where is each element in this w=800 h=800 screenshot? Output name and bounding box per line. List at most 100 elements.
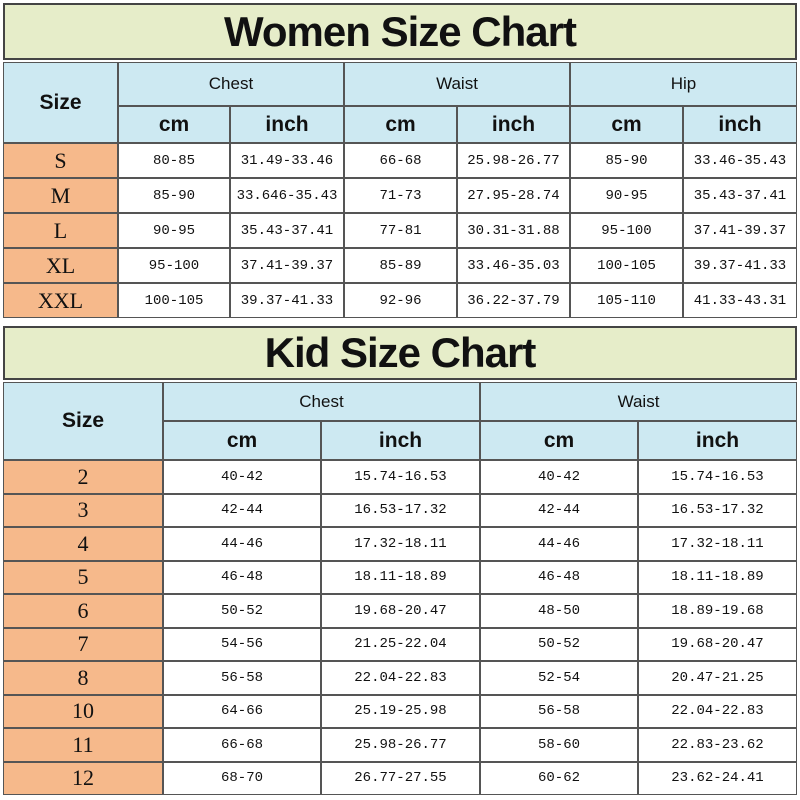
measurement: 58-60 — [480, 728, 638, 762]
measurement: 64-66 — [163, 694, 321, 728]
unit-header: cm — [570, 106, 683, 143]
measurement: 56-58 — [163, 661, 321, 695]
measurement: 30.31-31.88 — [457, 213, 570, 248]
size-header: Size — [3, 62, 118, 143]
measurement: 56-58 — [480, 694, 638, 728]
unit-header: inch — [638, 421, 797, 460]
measurement: 36.22-37.79 — [457, 283, 570, 318]
size-label: 11 — [3, 728, 163, 762]
measurement: 40-42 — [480, 460, 638, 494]
measurement: 66-68 — [344, 143, 457, 178]
measurement: 20.47-21.25 — [638, 661, 797, 695]
measurement: 39.37-41.33 — [230, 283, 344, 318]
measurement: 50-52 — [163, 594, 321, 628]
measurement: 37.41-39.37 — [683, 213, 797, 248]
size-label: 12 — [3, 761, 163, 795]
measurement: 15.74-16.53 — [638, 460, 797, 494]
measurement: 39.37-41.33 — [683, 248, 797, 283]
measurement: 33.646-35.43 — [230, 178, 344, 213]
measurement: 21.25-22.04 — [321, 627, 480, 661]
measurement: 16.53-17.32 — [638, 493, 797, 527]
measurement: 52-54 — [480, 661, 638, 695]
unit-header: cm — [344, 106, 457, 143]
unit-header: inch — [683, 106, 797, 143]
group-header: Chest — [163, 382, 480, 421]
size-label: S — [3, 143, 118, 178]
size-label: 5 — [3, 560, 163, 594]
size-label: 7 — [3, 627, 163, 661]
measurement: 35.43-37.41 — [683, 178, 797, 213]
size-label: 3 — [3, 493, 163, 527]
measurement: 18.11-18.89 — [321, 560, 480, 594]
size-label: 8 — [3, 661, 163, 695]
measurement: 27.95-28.74 — [457, 178, 570, 213]
measurement: 44-46 — [480, 527, 638, 561]
measurement: 60-62 — [480, 761, 638, 795]
measurement: 71-73 — [344, 178, 457, 213]
measurement: 42-44 — [163, 493, 321, 527]
measurement: 54-56 — [163, 627, 321, 661]
measurement: 105-110 — [570, 283, 683, 318]
measurement: 80-85 — [118, 143, 230, 178]
measurement: 25.19-25.98 — [321, 694, 480, 728]
measurement: 31.49-33.46 — [230, 143, 344, 178]
size-label: M — [3, 178, 118, 213]
unit-header: inch — [457, 106, 570, 143]
measurement: 15.74-16.53 — [321, 460, 480, 494]
measurement: 16.53-17.32 — [321, 493, 480, 527]
measurement: 95-100 — [570, 213, 683, 248]
measurement: 22.04-22.83 — [638, 694, 797, 728]
size-label: 4 — [3, 527, 163, 561]
unit-header: cm — [118, 106, 230, 143]
measurement: 44-46 — [163, 527, 321, 561]
measurement: 95-100 — [118, 248, 230, 283]
table-title: Women Size Chart — [3, 3, 797, 60]
measurement: 18.89-19.68 — [638, 594, 797, 628]
measurement: 35.43-37.41 — [230, 213, 344, 248]
measurement: 17.32-18.11 — [321, 527, 480, 561]
measurement: 37.41-39.37 — [230, 248, 344, 283]
group-header: Waist — [480, 382, 797, 421]
measurement: 85-89 — [344, 248, 457, 283]
measurement: 90-95 — [118, 213, 230, 248]
measurement: 46-48 — [480, 560, 638, 594]
size-label: XXL — [3, 283, 118, 318]
size-label: 6 — [3, 594, 163, 628]
measurement: 85-90 — [118, 178, 230, 213]
measurement: 22.04-22.83 — [321, 661, 480, 695]
measurement: 40-42 — [163, 460, 321, 494]
measurement: 85-90 — [570, 143, 683, 178]
measurement: 19.68-20.47 — [638, 627, 797, 661]
unit-header: cm — [163, 421, 321, 460]
size-header: Size — [3, 382, 163, 460]
unit-header: inch — [230, 106, 344, 143]
measurement: 17.32-18.11 — [638, 527, 797, 561]
measurement: 92-96 — [344, 283, 457, 318]
measurement: 77-81 — [344, 213, 457, 248]
group-header: Waist — [344, 62, 570, 106]
measurement: 26.77-27.55 — [321, 761, 480, 795]
size-label: 2 — [3, 460, 163, 494]
measurement: 33.46-35.43 — [683, 143, 797, 178]
measurement: 33.46-35.03 — [457, 248, 570, 283]
measurement: 48-50 — [480, 594, 638, 628]
measurement: 19.68-20.47 — [321, 594, 480, 628]
measurement: 41.33-43.31 — [683, 283, 797, 318]
measurement: 42-44 — [480, 493, 638, 527]
measurement: 18.11-18.89 — [638, 560, 797, 594]
measurement: 90-95 — [570, 178, 683, 213]
measurement: 68-70 — [163, 761, 321, 795]
measurement: 23.62-24.41 — [638, 761, 797, 795]
size-label: 10 — [3, 694, 163, 728]
measurement: 25.98-26.77 — [457, 143, 570, 178]
unit-header: inch — [321, 421, 480, 460]
unit-header: cm — [480, 421, 638, 460]
measurement: 66-68 — [163, 728, 321, 762]
measurement: 46-48 — [163, 560, 321, 594]
table-title: Kid Size Chart — [3, 326, 797, 380]
size-label: L — [3, 213, 118, 248]
measurement: 100-105 — [570, 248, 683, 283]
measurement: 100-105 — [118, 283, 230, 318]
measurement: 50-52 — [480, 627, 638, 661]
